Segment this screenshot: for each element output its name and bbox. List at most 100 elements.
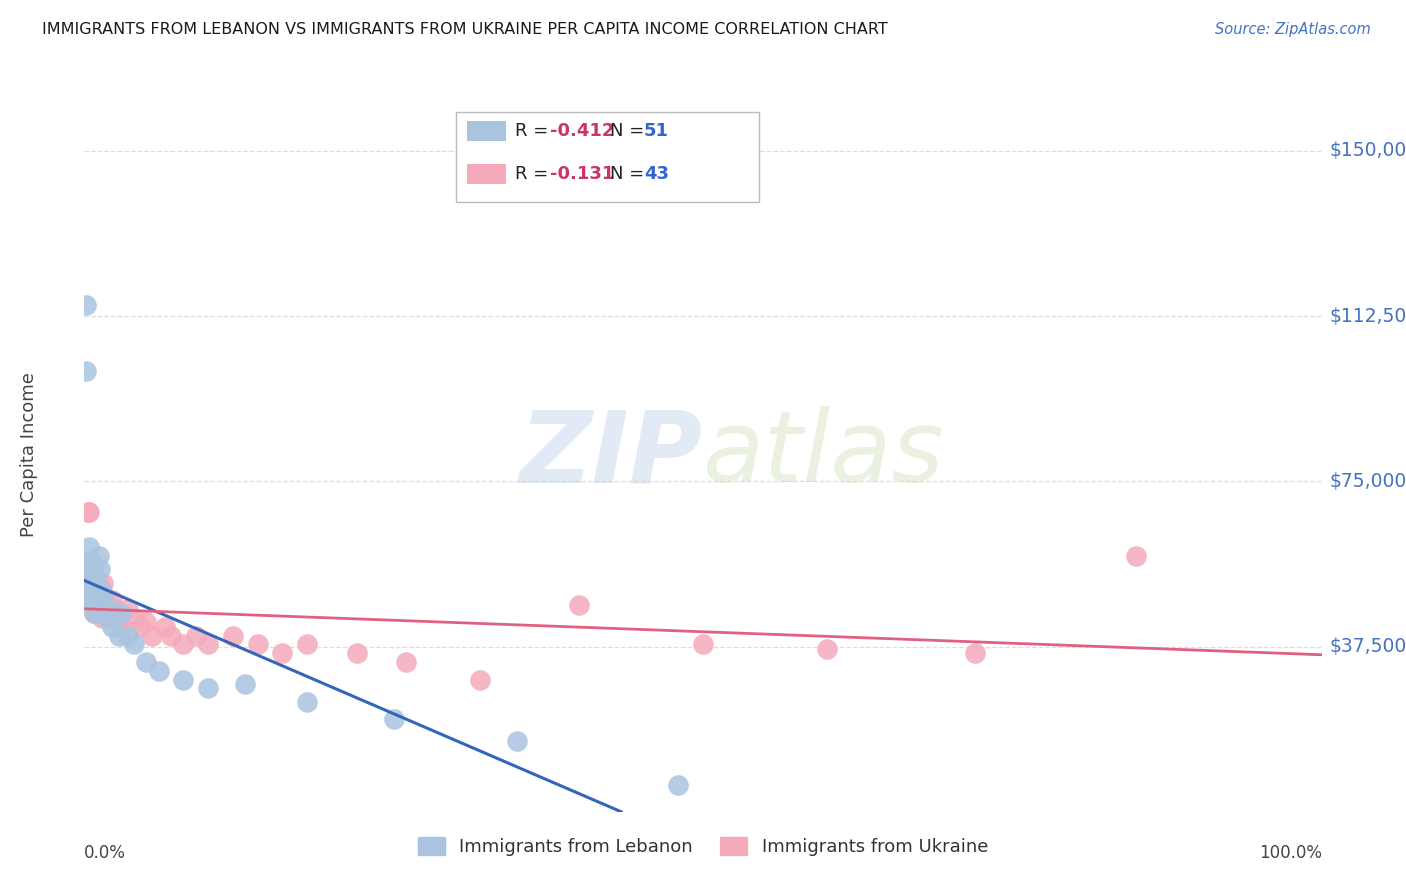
Point (77, 554, 100, 568)
Point (80, 593, 103, 607)
Point (89, 562, 111, 576)
Point (79, 571, 101, 585)
Point (96, 611, 118, 625)
Text: Source: ZipAtlas.com: Source: ZipAtlas.com (1215, 22, 1371, 37)
Point (197, 637, 219, 651)
Point (83, 584, 105, 599)
Text: Per Capita Income: Per Capita Income (20, 373, 38, 537)
Point (135, 655, 157, 669)
Point (233, 677, 256, 691)
Text: R =: R = (515, 122, 548, 140)
Point (108, 628, 131, 642)
Point (86, 584, 108, 599)
Point (172, 673, 194, 687)
Point (87, 602, 110, 616)
Point (129, 620, 152, 634)
Point (82, 584, 104, 599)
Point (160, 628, 183, 642)
Text: -0.131: -0.131 (550, 165, 614, 183)
Text: 43: 43 (644, 165, 669, 183)
Point (76, 571, 98, 585)
Point (98, 602, 121, 616)
Point (346, 646, 368, 660)
Point (117, 602, 139, 616)
Point (395, 655, 418, 669)
Text: 100.0%: 100.0% (1258, 844, 1322, 862)
Point (80, 593, 103, 607)
Text: IMMIGRANTS FROM LEBANON VS IMMIGRANTS FROM UKRAINE PER CAPITA INCOME CORRELATION: IMMIGRANTS FROM LEBANON VS IMMIGRANTS FR… (42, 22, 889, 37)
Point (110, 620, 132, 634)
Point (96, 602, 118, 616)
Point (117, 628, 139, 642)
Point (82, 575, 104, 590)
Text: ZIP: ZIP (520, 407, 703, 503)
Point (83, 575, 105, 590)
Point (470, 673, 492, 687)
Point (295, 637, 318, 651)
Point (666, 778, 689, 792)
Point (108, 611, 131, 625)
Point (110, 607, 132, 621)
Point (91, 575, 114, 590)
Text: -0.412: -0.412 (550, 122, 614, 140)
Point (80, 575, 103, 590)
Point (100, 620, 122, 634)
Text: 0.0%: 0.0% (84, 844, 127, 862)
Text: $37,500: $37,500 (1330, 637, 1406, 656)
Point (82, 598, 104, 612)
Point (172, 637, 194, 651)
Point (79, 584, 101, 599)
Point (89, 549, 111, 564)
Point (83, 607, 105, 621)
Point (91, 593, 114, 607)
Point (79, 584, 101, 599)
Point (86, 602, 108, 616)
Text: R =: R = (515, 165, 548, 183)
Text: $112,500: $112,500 (1330, 307, 1406, 326)
Point (148, 664, 170, 678)
Point (122, 637, 145, 651)
Point (79, 575, 101, 590)
Point (100, 593, 122, 607)
Point (79, 562, 101, 576)
Point (184, 628, 207, 642)
Point (93, 593, 115, 607)
Point (82, 562, 104, 576)
Point (90, 611, 112, 625)
Point (197, 681, 219, 696)
Point (90, 584, 112, 599)
Point (77, 575, 100, 590)
Point (1125, 549, 1147, 564)
Legend: Immigrants from Lebanon, Immigrants from Ukraine: Immigrants from Lebanon, Immigrants from… (411, 830, 995, 863)
Point (86, 598, 108, 612)
Point (122, 611, 145, 625)
Point (77, 505, 100, 519)
Point (75, 298, 97, 312)
Text: 51: 51 (644, 122, 669, 140)
Point (83, 607, 105, 621)
Text: N =: N = (610, 165, 644, 183)
Point (76, 558, 98, 572)
Point (93, 598, 115, 612)
Point (382, 712, 405, 726)
Point (89, 593, 111, 607)
Point (79, 593, 101, 607)
Point (75, 364, 97, 378)
Text: atlas: atlas (703, 407, 945, 503)
Point (84, 575, 107, 590)
Text: N =: N = (610, 122, 644, 140)
Point (80, 554, 103, 568)
Point (83, 593, 105, 607)
Point (135, 615, 157, 630)
Point (965, 646, 987, 660)
Point (692, 637, 714, 651)
Point (79, 505, 101, 519)
Text: $150,000: $150,000 (1330, 142, 1406, 161)
Point (89, 584, 111, 599)
Point (82, 562, 104, 576)
Point (271, 646, 294, 660)
Point (141, 628, 163, 642)
Point (87, 575, 110, 590)
Text: $75,000: $75,000 (1330, 472, 1406, 491)
Point (295, 695, 318, 709)
